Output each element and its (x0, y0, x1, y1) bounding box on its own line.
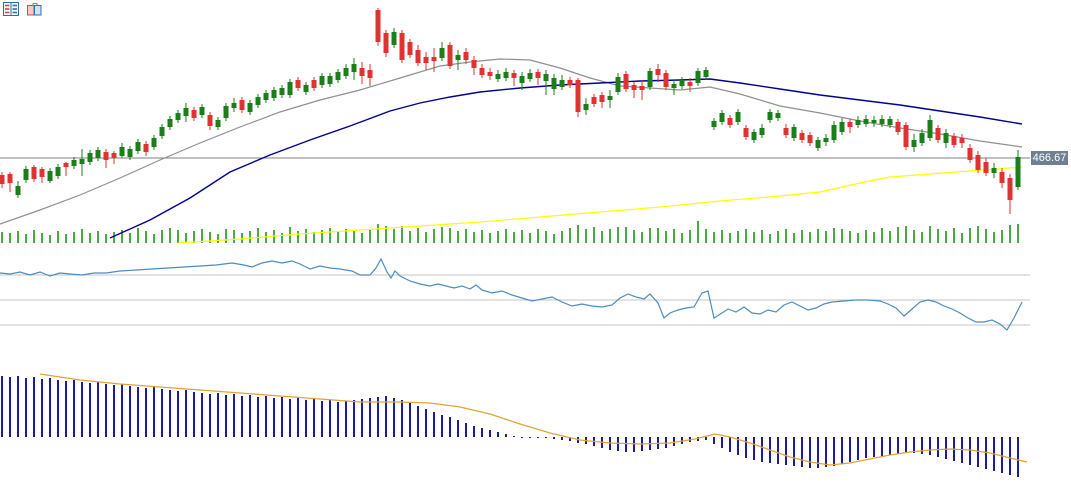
candlestick-panel (0, 8, 1021, 214)
linked-windows-icon[interactable] (26, 2, 42, 17)
oscillator-gridlines (0, 274, 1030, 326)
last-price-label: 466.67 (1031, 151, 1068, 165)
quote-list-icon[interactable] (3, 2, 19, 17)
ma-slow-yellow (177, 166, 1023, 244)
macd-signal-line (39, 373, 1028, 466)
volume-bars (1, 221, 1019, 243)
ma-short-gray (0, 58, 1023, 225)
toolbar (3, 2, 42, 17)
oscillator-line (0, 257, 1023, 331)
macd-histogram (1, 376, 1019, 477)
